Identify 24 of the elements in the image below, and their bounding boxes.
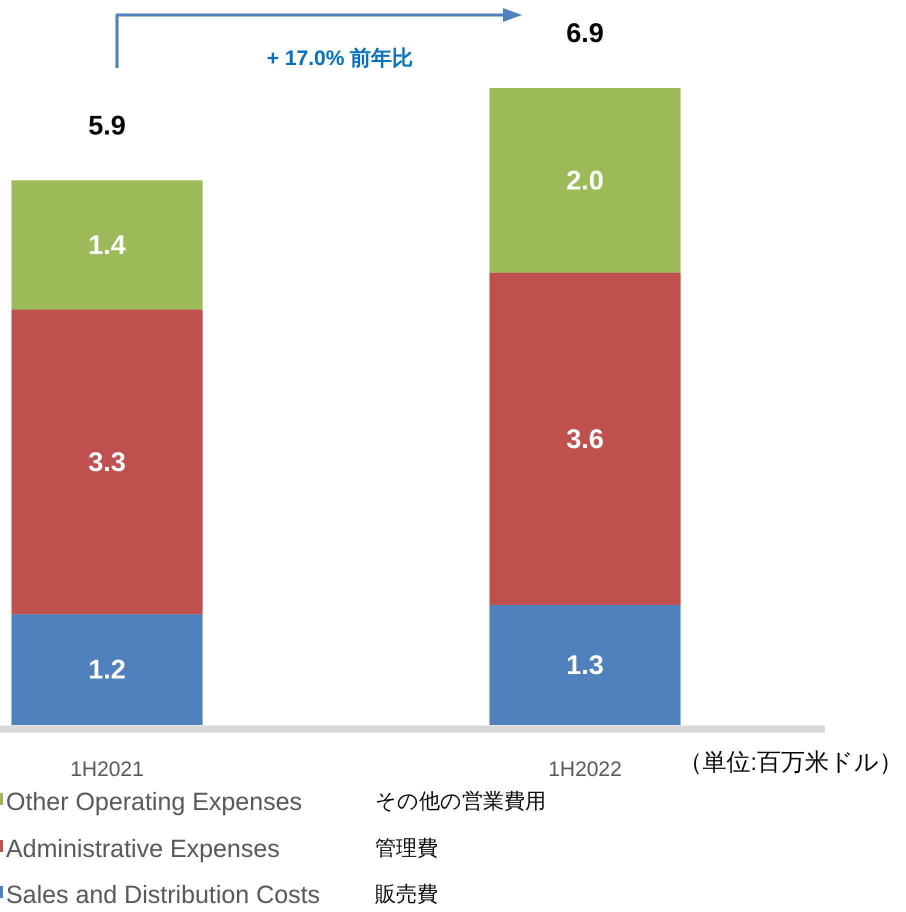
text: （単位:百万米ドル） xyxy=(678,749,903,776)
data-label: 1.3 xyxy=(566,650,604,680)
legend-label: Administrative Expenses xyxy=(6,835,280,863)
data-label: 1.4 xyxy=(88,230,126,260)
data-label: 1.2 xyxy=(88,654,126,685)
data-label: 3.6 xyxy=(566,424,604,454)
x-tick-label: 1H2021 xyxy=(70,758,144,781)
bar xyxy=(490,88,680,273)
legend-label: Sales and Distribution Costs xyxy=(6,881,320,909)
text: + 17.0% 前年比 xyxy=(266,47,414,70)
text: 販売費 xyxy=(375,883,438,906)
total-label: 5.9 xyxy=(88,110,126,140)
data-label: 2.0 xyxy=(566,165,604,196)
text: 管理費 xyxy=(375,837,438,860)
x-tick-label: 1H2022 xyxy=(548,758,622,781)
bar xyxy=(12,310,202,614)
bar xyxy=(490,604,680,725)
data-label: 3.3 xyxy=(88,446,126,477)
bar xyxy=(12,614,202,725)
bar xyxy=(490,272,680,605)
legend-label: Other Operating Expenses xyxy=(6,788,302,816)
bar xyxy=(12,180,202,310)
total-label: 6.9 xyxy=(566,18,604,48)
text: その他の営業費用 xyxy=(375,790,546,813)
